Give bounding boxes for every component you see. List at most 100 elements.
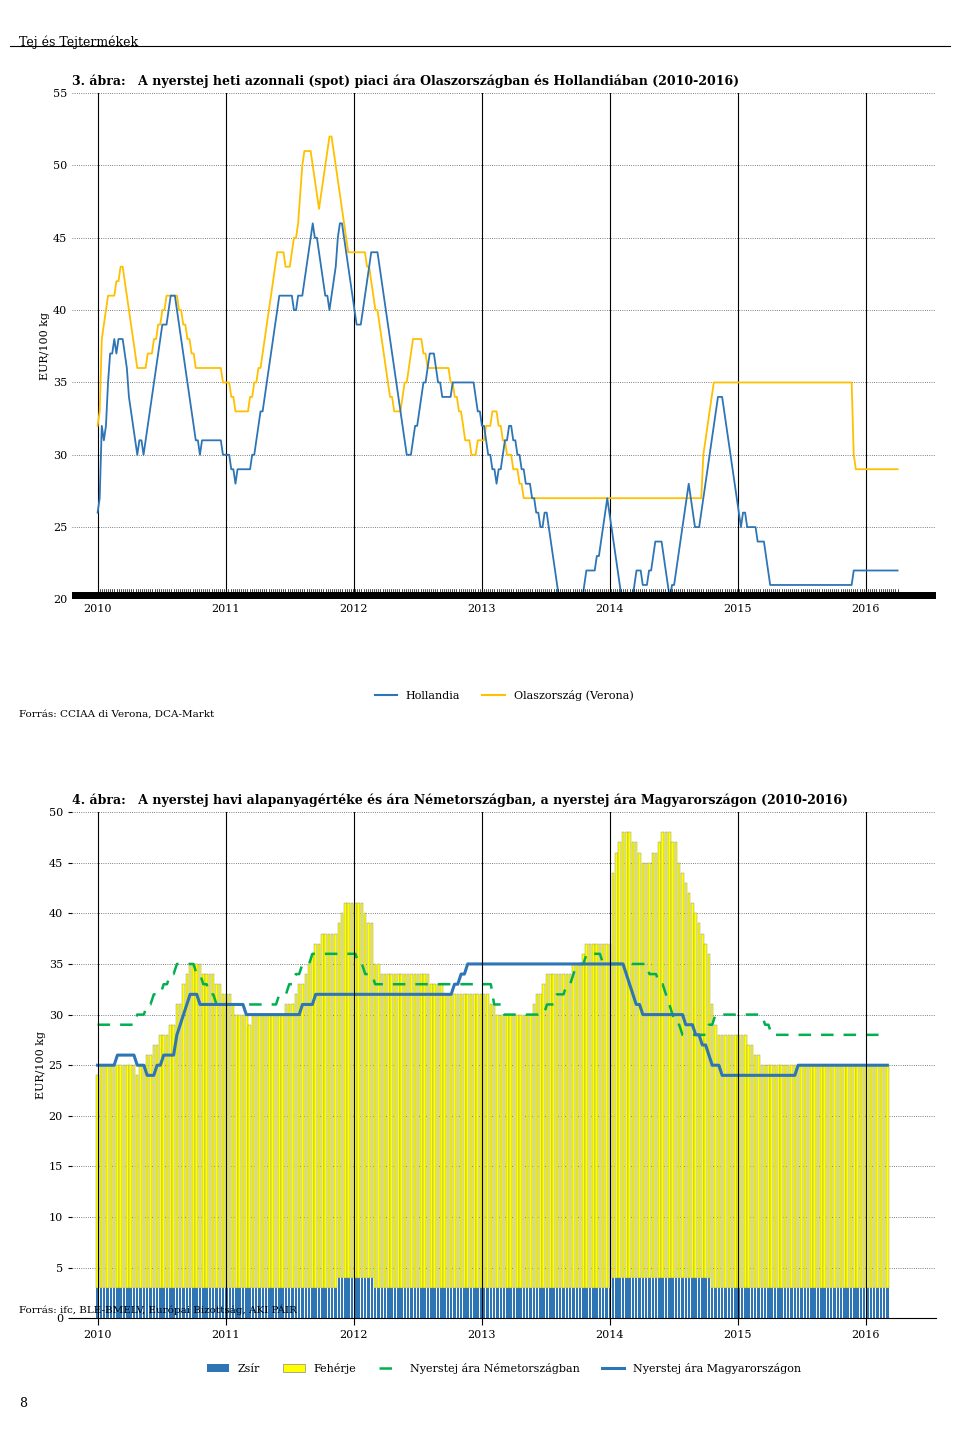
Bar (205, 974, 208, 1288)
Bar (728, 1288, 730, 1318)
Nyerstej ára Magyarországon (148, 1066, 159, 1083)
Bar (222, 995, 225, 1288)
Bar (724, 1035, 727, 1288)
Bar (169, 1025, 172, 1288)
Bar (780, 1288, 782, 1318)
Bar (860, 1288, 862, 1318)
Bar (437, 984, 439, 1288)
Bar (638, 853, 640, 1278)
Bar (480, 995, 482, 1288)
Bar (701, 1278, 704, 1318)
Bar (866, 1288, 869, 1318)
Bar (272, 1015, 274, 1288)
Bar (879, 1065, 882, 1288)
Bar (298, 984, 300, 1288)
Bar (510, 1288, 512, 1318)
Nyerstej ára Magyarországon (832, 1056, 844, 1073)
Bar (506, 1015, 509, 1288)
Bar (245, 1015, 248, 1288)
Bar (757, 1055, 759, 1288)
Bar (308, 1288, 310, 1318)
Bar (771, 1288, 773, 1318)
Text: Forrás: ifc, BLE-BMELV, Európai Bizottság, AKI PÁIR: Forrás: ifc, BLE-BMELV, Európai Bizottsá… (19, 1304, 297, 1314)
Bar (873, 1288, 876, 1318)
Bar (331, 1288, 333, 1318)
Bar (318, 1288, 321, 1318)
Bar (519, 1015, 522, 1288)
Bar (552, 974, 555, 1288)
Bar (655, 1278, 658, 1318)
Bar (490, 1288, 492, 1318)
Bar (159, 1288, 161, 1318)
Bar (423, 974, 426, 1288)
Bar (281, 1288, 284, 1318)
Bar (100, 1288, 102, 1318)
Bar (499, 1288, 502, 1318)
Bar (238, 1288, 241, 1318)
Text: 4. ábra: A nyerstej havi alapanyagértéke és ára Németországban, a nyerstej ára M: 4. ábra: A nyerstej havi alapanyagértéke… (72, 794, 848, 807)
Bar (721, 1288, 724, 1318)
Bar (575, 1288, 578, 1318)
Bar (324, 1288, 326, 1318)
Text: 3. ábra: A nyerstej heti azonnali (spot) piaci ára Olaszországban és Hollandiába: 3. ábra: A nyerstej heti azonnali (spot)… (72, 75, 739, 87)
Bar (463, 1288, 466, 1318)
Bar (113, 1288, 115, 1318)
Nyerstej ára Németországban (125, 1016, 136, 1033)
Line: Nyerstej ára Magyarországon: Nyerstej ára Magyarországon (98, 964, 887, 1075)
Bar (737, 1288, 740, 1318)
Bar (298, 1288, 300, 1318)
Bar (847, 1288, 849, 1318)
Bar (278, 1015, 280, 1288)
Bar (586, 944, 588, 1288)
Bar (684, 1278, 687, 1318)
Bar (549, 1288, 552, 1318)
Bar (212, 1288, 214, 1318)
Bar (661, 833, 664, 1278)
Bar (876, 1288, 878, 1318)
Bar (860, 1065, 862, 1288)
Bar (126, 1288, 129, 1318)
Bar (132, 1288, 135, 1318)
Bar (377, 964, 380, 1288)
Bar (176, 1288, 179, 1318)
Bar (444, 1288, 445, 1318)
Bar (311, 954, 314, 1288)
Text: Tej és Tejtermékek: Tej és Tejtermékek (19, 36, 138, 49)
Bar (731, 1035, 733, 1288)
Bar (334, 1288, 337, 1318)
Bar (595, 944, 598, 1288)
Bar (427, 974, 429, 1288)
Bar (806, 1065, 809, 1288)
Bar (595, 1288, 598, 1318)
Bar (698, 1278, 700, 1318)
Bar (529, 1015, 532, 1288)
Bar (641, 863, 644, 1278)
Nyerstej ára Magyarországon (92, 1056, 104, 1073)
Bar (843, 1288, 846, 1318)
Bar (203, 974, 204, 1288)
Bar (866, 1065, 869, 1288)
Bar (219, 1288, 221, 1318)
Bar (708, 954, 710, 1278)
Bar (760, 1288, 763, 1318)
Bar (559, 1288, 562, 1318)
Bar (575, 964, 578, 1288)
Bar (139, 1288, 142, 1318)
Bar (599, 1288, 601, 1318)
Bar (602, 944, 605, 1288)
Bar (771, 1065, 773, 1288)
Bar (632, 843, 635, 1278)
Bar (856, 1288, 859, 1318)
Bar (830, 1288, 832, 1318)
Bar (476, 1288, 479, 1318)
Bar (318, 944, 321, 1288)
Bar (540, 1288, 541, 1318)
Bar (691, 903, 694, 1278)
Bar (886, 1065, 889, 1288)
Bar (397, 974, 399, 1288)
Bar (708, 1278, 710, 1318)
Bar (824, 1288, 826, 1318)
Bar (705, 1278, 707, 1318)
Bar (136, 1288, 138, 1318)
Nyerstej ára Magyarországon (462, 956, 473, 973)
